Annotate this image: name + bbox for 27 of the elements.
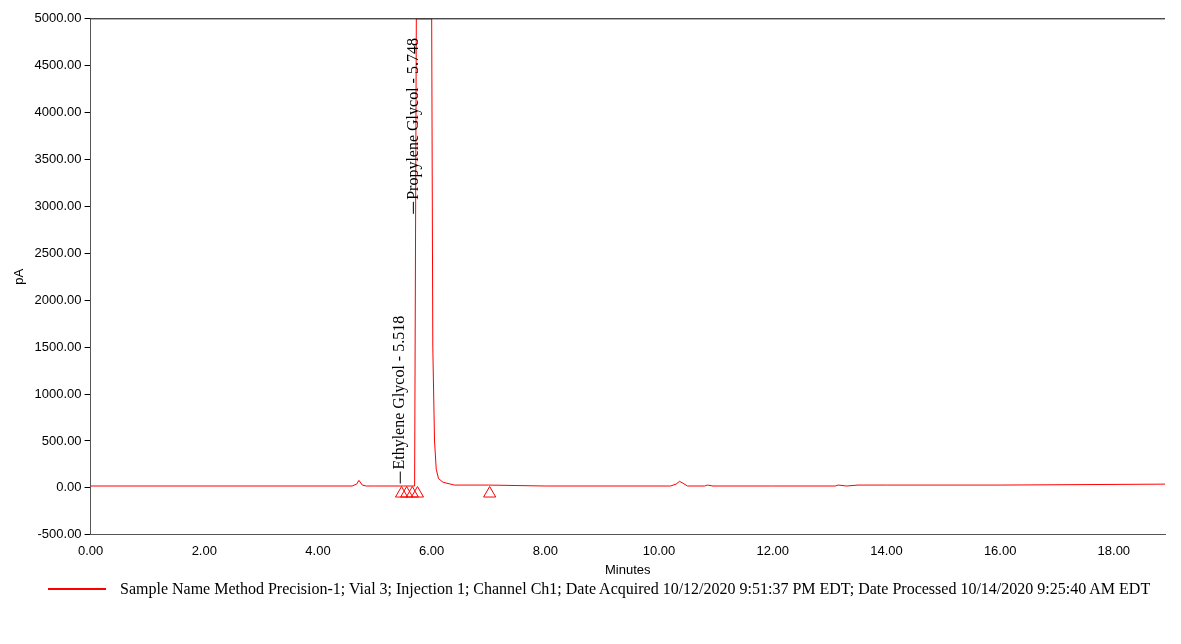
x-tick-label: 6.00 <box>419 543 445 559</box>
y-tick-label: 2000.00 <box>34 291 82 307</box>
y-axis-title: pA <box>11 268 27 285</box>
y-tick-label: 4500.00 <box>34 57 82 73</box>
y-tick-label: 0.00 <box>56 479 82 495</box>
x-axis-title: Minutes <box>605 561 652 577</box>
legend-label: Sample Name Method Precision-1; Vial 3; Injection 1; Channel Ch1; Date Acquired 10/12/2020 9:51:37 PM EDT; Date Processed 10/14/2020 9:25:40 AM EDT <box>120 580 1152 598</box>
x-tick-label: 4.00 <box>305 543 331 559</box>
y-tick-label: 1500.00 <box>34 338 82 354</box>
x-tick-label: 14.00 <box>870 543 903 559</box>
y-tick-label: 2500.00 <box>34 244 82 260</box>
x-tick-label: 16.00 <box>983 543 1017 559</box>
y-tick-label: -500.00 <box>37 526 82 542</box>
x-tick-label: 2.00 <box>191 543 217 559</box>
annotation: Propylene Glycol - 5.748 <box>403 38 422 200</box>
y-tick-label: 3000.00 <box>34 198 82 214</box>
y-tick-label: 4000.00 <box>34 104 82 120</box>
x-tick-label: 10.00 <box>642 543 676 559</box>
x-tick-label: 0.00 <box>77 543 104 559</box>
x-tick-label: 18.00 <box>1097 543 1131 559</box>
y-tick-label: 1000.00 <box>34 385 82 401</box>
y-tick-label: 500.00 <box>41 432 82 448</box>
x-tick-label: 8.00 <box>532 543 559 559</box>
y-tick-label: 3500.00 <box>34 151 82 167</box>
annotation: Ethylene Glycol - 5.518 <box>390 315 409 470</box>
x-tick-label: 12.00 <box>756 543 790 559</box>
y-tick-label: 5000.00 <box>34 10 82 26</box>
